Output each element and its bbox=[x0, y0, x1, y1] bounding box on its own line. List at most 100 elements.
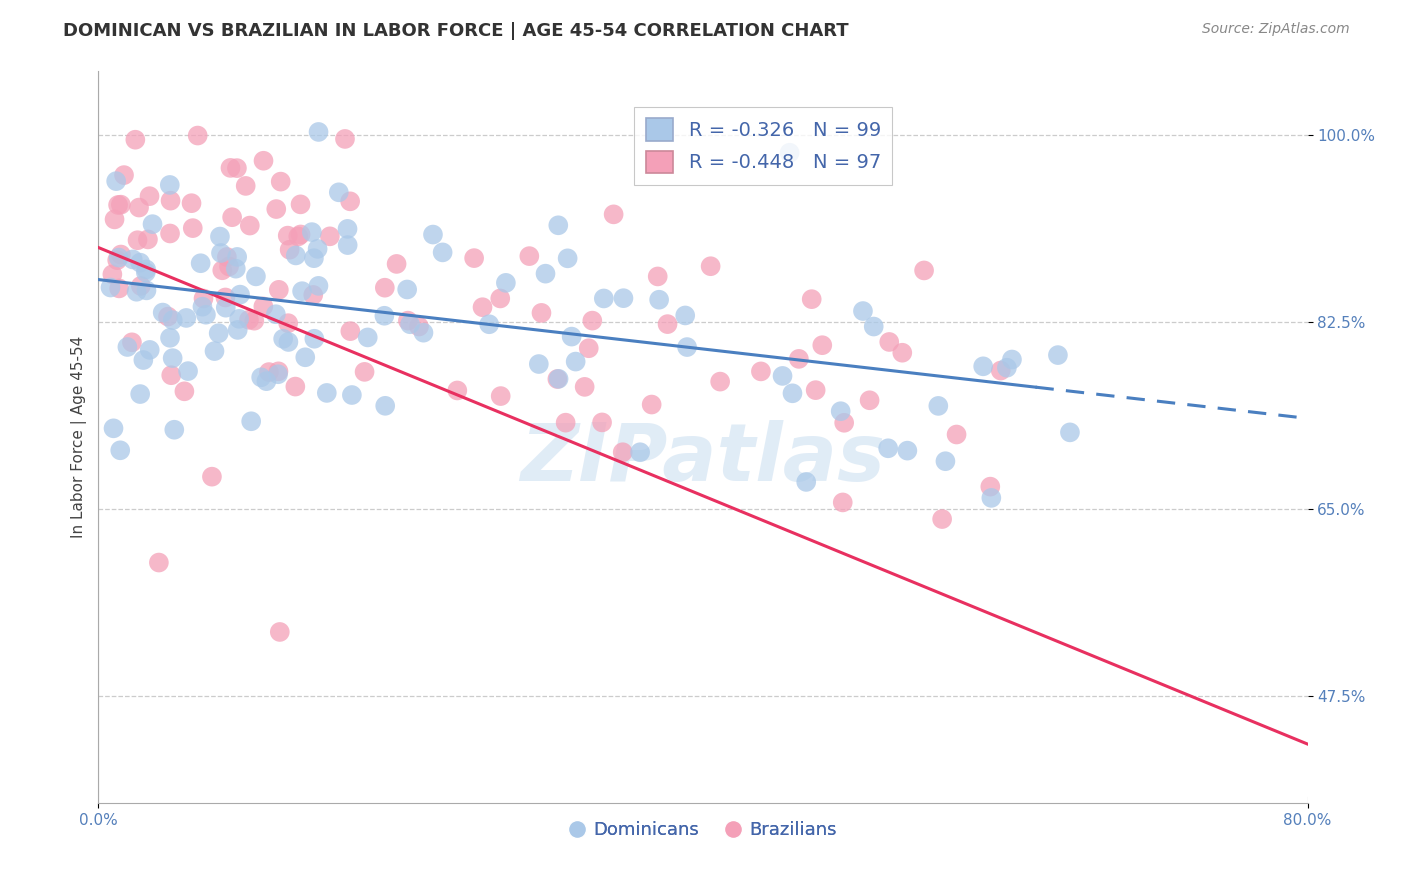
Point bbox=[495, 276, 517, 290]
Point bbox=[489, 292, 512, 306]
Point bbox=[554, 416, 576, 430]
Point bbox=[208, 326, 231, 341]
Point bbox=[138, 343, 160, 357]
Point bbox=[290, 197, 312, 211]
Point bbox=[340, 388, 363, 402]
Point bbox=[211, 263, 233, 277]
Point bbox=[534, 267, 557, 281]
Point bbox=[546, 372, 568, 386]
Point bbox=[787, 351, 810, 366]
Point bbox=[336, 238, 359, 252]
Point bbox=[208, 229, 231, 244]
Point bbox=[121, 252, 143, 267]
Point bbox=[252, 300, 274, 314]
Point bbox=[108, 281, 131, 295]
Point bbox=[591, 416, 613, 430]
Point bbox=[399, 317, 422, 331]
Point bbox=[277, 316, 299, 330]
Point bbox=[877, 442, 900, 456]
Point bbox=[105, 253, 128, 268]
Point bbox=[353, 365, 375, 379]
Point bbox=[221, 211, 243, 225]
Point bbox=[446, 384, 468, 398]
Point bbox=[308, 125, 330, 139]
Point bbox=[284, 379, 307, 393]
Point bbox=[112, 168, 135, 182]
Point bbox=[193, 292, 215, 306]
Point bbox=[578, 341, 600, 355]
Point bbox=[561, 329, 583, 343]
Legend: Dominicans, Brazilians: Dominicans, Brazilians bbox=[562, 814, 844, 847]
Point bbox=[832, 416, 855, 430]
Point bbox=[190, 256, 212, 270]
Point bbox=[100, 280, 122, 294]
Point bbox=[110, 443, 132, 458]
Point bbox=[194, 308, 217, 322]
Point bbox=[581, 313, 603, 327]
Point bbox=[239, 219, 262, 233]
Point bbox=[804, 383, 827, 397]
Point bbox=[264, 202, 287, 216]
Point bbox=[103, 421, 125, 435]
Point bbox=[252, 153, 274, 168]
Point bbox=[779, 145, 801, 160]
Point bbox=[121, 335, 143, 350]
Point bbox=[243, 314, 266, 328]
Point bbox=[794, 475, 817, 489]
Point bbox=[160, 368, 183, 383]
Point bbox=[250, 370, 273, 384]
Point bbox=[229, 287, 252, 301]
Point bbox=[124, 133, 146, 147]
Point bbox=[228, 311, 250, 326]
Point bbox=[267, 364, 290, 378]
Point bbox=[302, 288, 325, 302]
Point bbox=[129, 255, 152, 269]
Point bbox=[891, 345, 914, 359]
Point bbox=[307, 242, 329, 256]
Point bbox=[547, 219, 569, 233]
Point bbox=[235, 178, 257, 193]
Point bbox=[328, 186, 350, 200]
Point bbox=[162, 351, 184, 365]
Point bbox=[159, 227, 181, 241]
Point bbox=[979, 480, 1001, 494]
Point bbox=[152, 305, 174, 319]
Point bbox=[127, 233, 149, 247]
Point bbox=[782, 386, 804, 401]
Point bbox=[852, 304, 875, 318]
Point bbox=[159, 194, 181, 208]
Point bbox=[204, 344, 226, 359]
Point bbox=[159, 331, 181, 345]
Point bbox=[912, 263, 935, 277]
Point bbox=[463, 251, 485, 265]
Point bbox=[264, 307, 287, 321]
Point bbox=[110, 197, 132, 211]
Point bbox=[291, 284, 314, 298]
Point bbox=[240, 414, 263, 428]
Point bbox=[530, 306, 553, 320]
Point bbox=[896, 443, 918, 458]
Point bbox=[136, 232, 159, 246]
Text: ZIPatlas: ZIPatlas bbox=[520, 420, 886, 498]
Point bbox=[396, 283, 419, 297]
Point bbox=[277, 228, 299, 243]
Point bbox=[628, 445, 651, 459]
Point bbox=[478, 318, 501, 332]
Point bbox=[148, 556, 170, 570]
Point bbox=[135, 284, 157, 298]
Point bbox=[432, 245, 454, 260]
Point bbox=[226, 161, 249, 175]
Point bbox=[238, 312, 260, 326]
Point bbox=[980, 491, 1002, 505]
Point bbox=[931, 512, 953, 526]
Point bbox=[934, 454, 956, 468]
Point bbox=[187, 128, 209, 143]
Point bbox=[877, 334, 900, 349]
Point bbox=[927, 399, 949, 413]
Point bbox=[138, 189, 160, 203]
Point bbox=[374, 399, 396, 413]
Point bbox=[107, 251, 129, 265]
Point bbox=[201, 469, 224, 483]
Point bbox=[862, 319, 884, 334]
Point bbox=[412, 326, 434, 340]
